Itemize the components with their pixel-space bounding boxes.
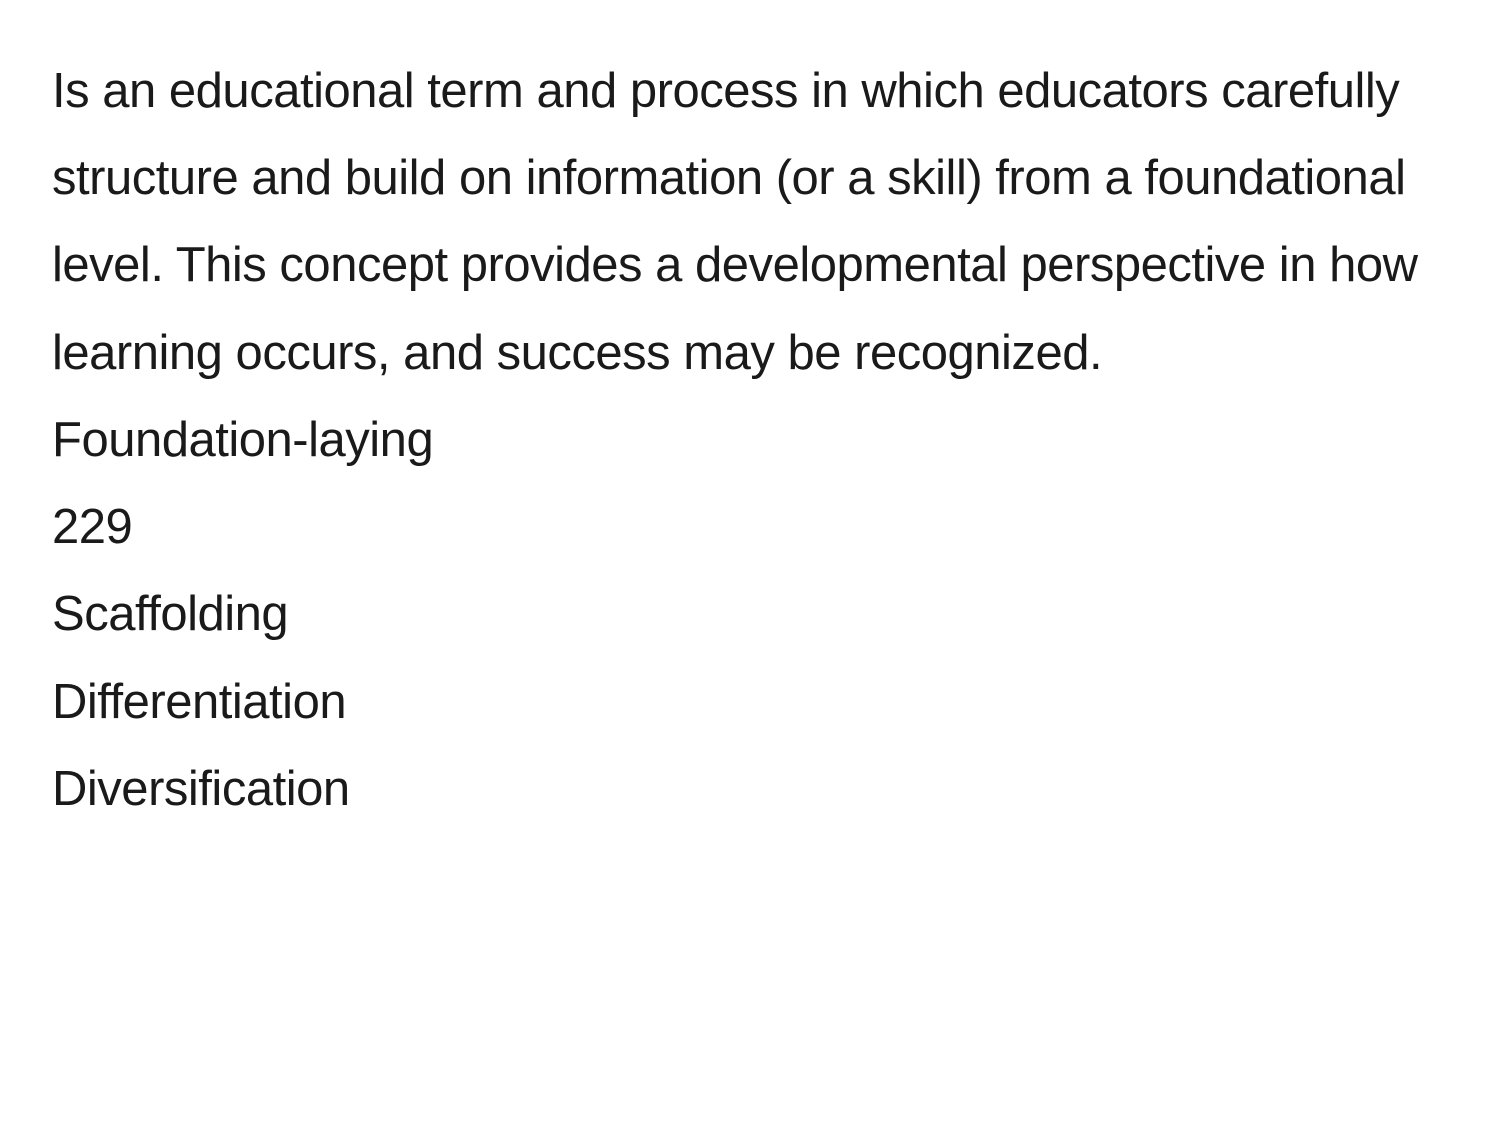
question-page: Is an educational term and process in wh… (0, 0, 1500, 833)
option-diversification[interactable]: Diversification (52, 746, 1448, 833)
answer-options: Foundation-laying 229 Scaffolding Differ… (52, 397, 1448, 833)
option-differentiation[interactable]: Differentiation (52, 659, 1448, 746)
option-foundation-laying[interactable]: Foundation-laying (52, 397, 1448, 484)
question-prompt: Is an educational term and process in wh… (52, 48, 1448, 397)
option-scaffolding[interactable]: Scaffolding (52, 571, 1448, 658)
option-229[interactable]: 229 (52, 484, 1448, 571)
